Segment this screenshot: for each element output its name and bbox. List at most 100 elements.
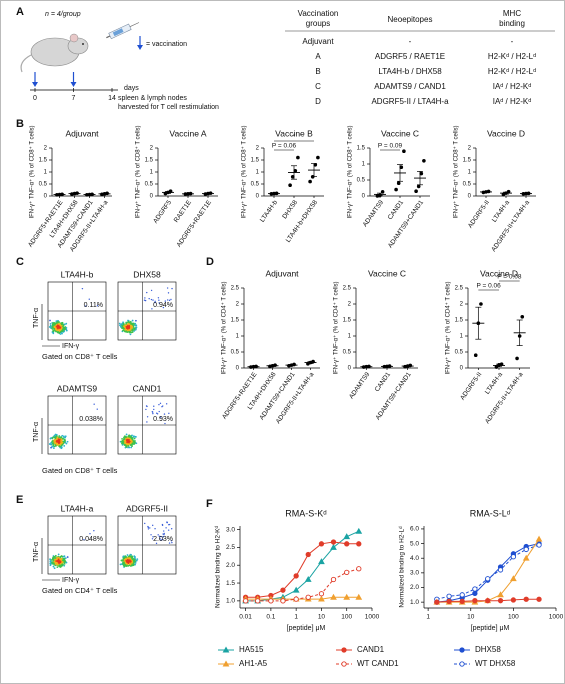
y-tick-label: 5.0 (410, 540, 419, 547)
flow-event (131, 556, 134, 559)
flow-event (126, 331, 129, 333)
x-tick-label: 1000 (365, 614, 380, 621)
marker (280, 598, 286, 604)
chart-title: Vaccine C (368, 268, 406, 278)
flow-event (51, 440, 54, 443)
flow-event (163, 413, 166, 415)
flow-event (93, 530, 95, 532)
flow-event (132, 322, 135, 325)
flow-event (162, 536, 164, 538)
table-cell: - (409, 37, 412, 46)
table-cell: Adjuvant (302, 37, 334, 46)
flow-percent: 0.11% (84, 302, 103, 309)
flow-event (60, 322, 63, 324)
flow-event (128, 557, 130, 560)
flow-event (168, 523, 170, 526)
flow-title: CAND1 (133, 383, 162, 393)
flow-event (152, 412, 154, 415)
y-tick-label: 2.5 (226, 544, 235, 551)
flow-event (56, 324, 59, 327)
flow-event (63, 562, 66, 565)
y-axis-label: IFN-γ⁺ TNF-α⁺ (% of CD8⁺ T cells) (241, 125, 248, 218)
table-cell: ADAMTS9 / CAND1 (374, 82, 446, 91)
data-point (414, 189, 418, 193)
data-point (308, 179, 312, 184)
flow-event (63, 445, 66, 447)
y-axis-label: Normalized binding to H2-Kᵈ (215, 525, 222, 607)
flow-event (51, 445, 54, 448)
flow-event (61, 441, 64, 444)
flow-event (163, 530, 165, 532)
flow-event (56, 442, 59, 445)
flow-event (128, 326, 131, 329)
legend-marker (341, 647, 347, 653)
flow-event (121, 443, 124, 446)
flow-event (85, 305, 87, 307)
day-label: 7 (72, 95, 76, 102)
flow-event (131, 331, 134, 334)
flow-event (59, 333, 62, 335)
flow-event (129, 444, 132, 447)
flow-event (152, 524, 154, 527)
flow-event (146, 291, 148, 294)
flow-event (64, 441, 67, 444)
flow-event (58, 564, 61, 567)
marker (304, 575, 312, 582)
marker (343, 533, 351, 540)
flow-event (60, 439, 63, 442)
table-header: groups (306, 19, 330, 28)
flow-event (122, 440, 125, 443)
y-tick-label: 0 (362, 194, 366, 200)
marker (330, 593, 337, 600)
flow-event (159, 535, 162, 538)
table-header: Neoepitopes (388, 15, 433, 24)
data-point (419, 171, 424, 176)
flow-event (145, 408, 147, 411)
flow-event (125, 559, 128, 562)
flow-event (150, 289, 153, 292)
marker (330, 576, 337, 583)
flow-event (57, 553, 60, 556)
table-cell: - (511, 37, 514, 46)
y-axis-label: IFN-γ⁺ TNF-α⁺ (% of CD4⁺ T cells) (445, 281, 452, 374)
flow-event (168, 542, 171, 544)
y-tick-label: 2 (256, 146, 260, 152)
y-axis-label: IFN-γ⁺ TNF-α⁺ (% of CD8⁺ T cells) (135, 125, 142, 218)
flow-event (57, 331, 60, 333)
y-tick-label: 2.5 (343, 286, 352, 292)
marker (510, 575, 517, 582)
y-tick-label: 0.5 (39, 182, 48, 188)
marker (523, 546, 529, 553)
flow-event (54, 563, 57, 565)
gate-label: Gated on CD8⁺ T cells (42, 352, 118, 361)
panel-label: F (206, 498, 213, 510)
flow-event (66, 440, 69, 443)
flow-event (152, 299, 154, 301)
table-cell: ADGRF5-II / LTA4H-a (371, 97, 449, 106)
flow-event (58, 321, 61, 324)
flow-event (132, 440, 135, 443)
flow-event (134, 324, 137, 327)
flow-event (126, 443, 128, 446)
y-tick-label: 0 (348, 366, 352, 372)
flow-event (129, 557, 132, 560)
flow-event (62, 328, 65, 331)
flow-event (122, 329, 124, 332)
flow-x-label: IFN-γ (62, 577, 80, 584)
flow-event (121, 442, 123, 445)
marker (459, 592, 465, 598)
flow-event (125, 321, 128, 324)
vaccination-arrowhead (32, 82, 38, 87)
marker (268, 598, 274, 604)
marker (318, 591, 325, 597)
flow-event (51, 442, 54, 445)
flow-event (123, 561, 125, 564)
y-tick-label: 0 (460, 366, 464, 372)
y-axis-label: IFN-γ⁺ TNF-α⁺ (% of CD4⁺ T cells) (333, 281, 340, 374)
marker (485, 576, 491, 582)
flow-event (65, 322, 68, 325)
y-tick-label: 1 (468, 170, 472, 176)
flow-event (56, 328, 58, 331)
legend-label: WT CAND1 (357, 659, 399, 668)
flow-event (62, 555, 65, 558)
